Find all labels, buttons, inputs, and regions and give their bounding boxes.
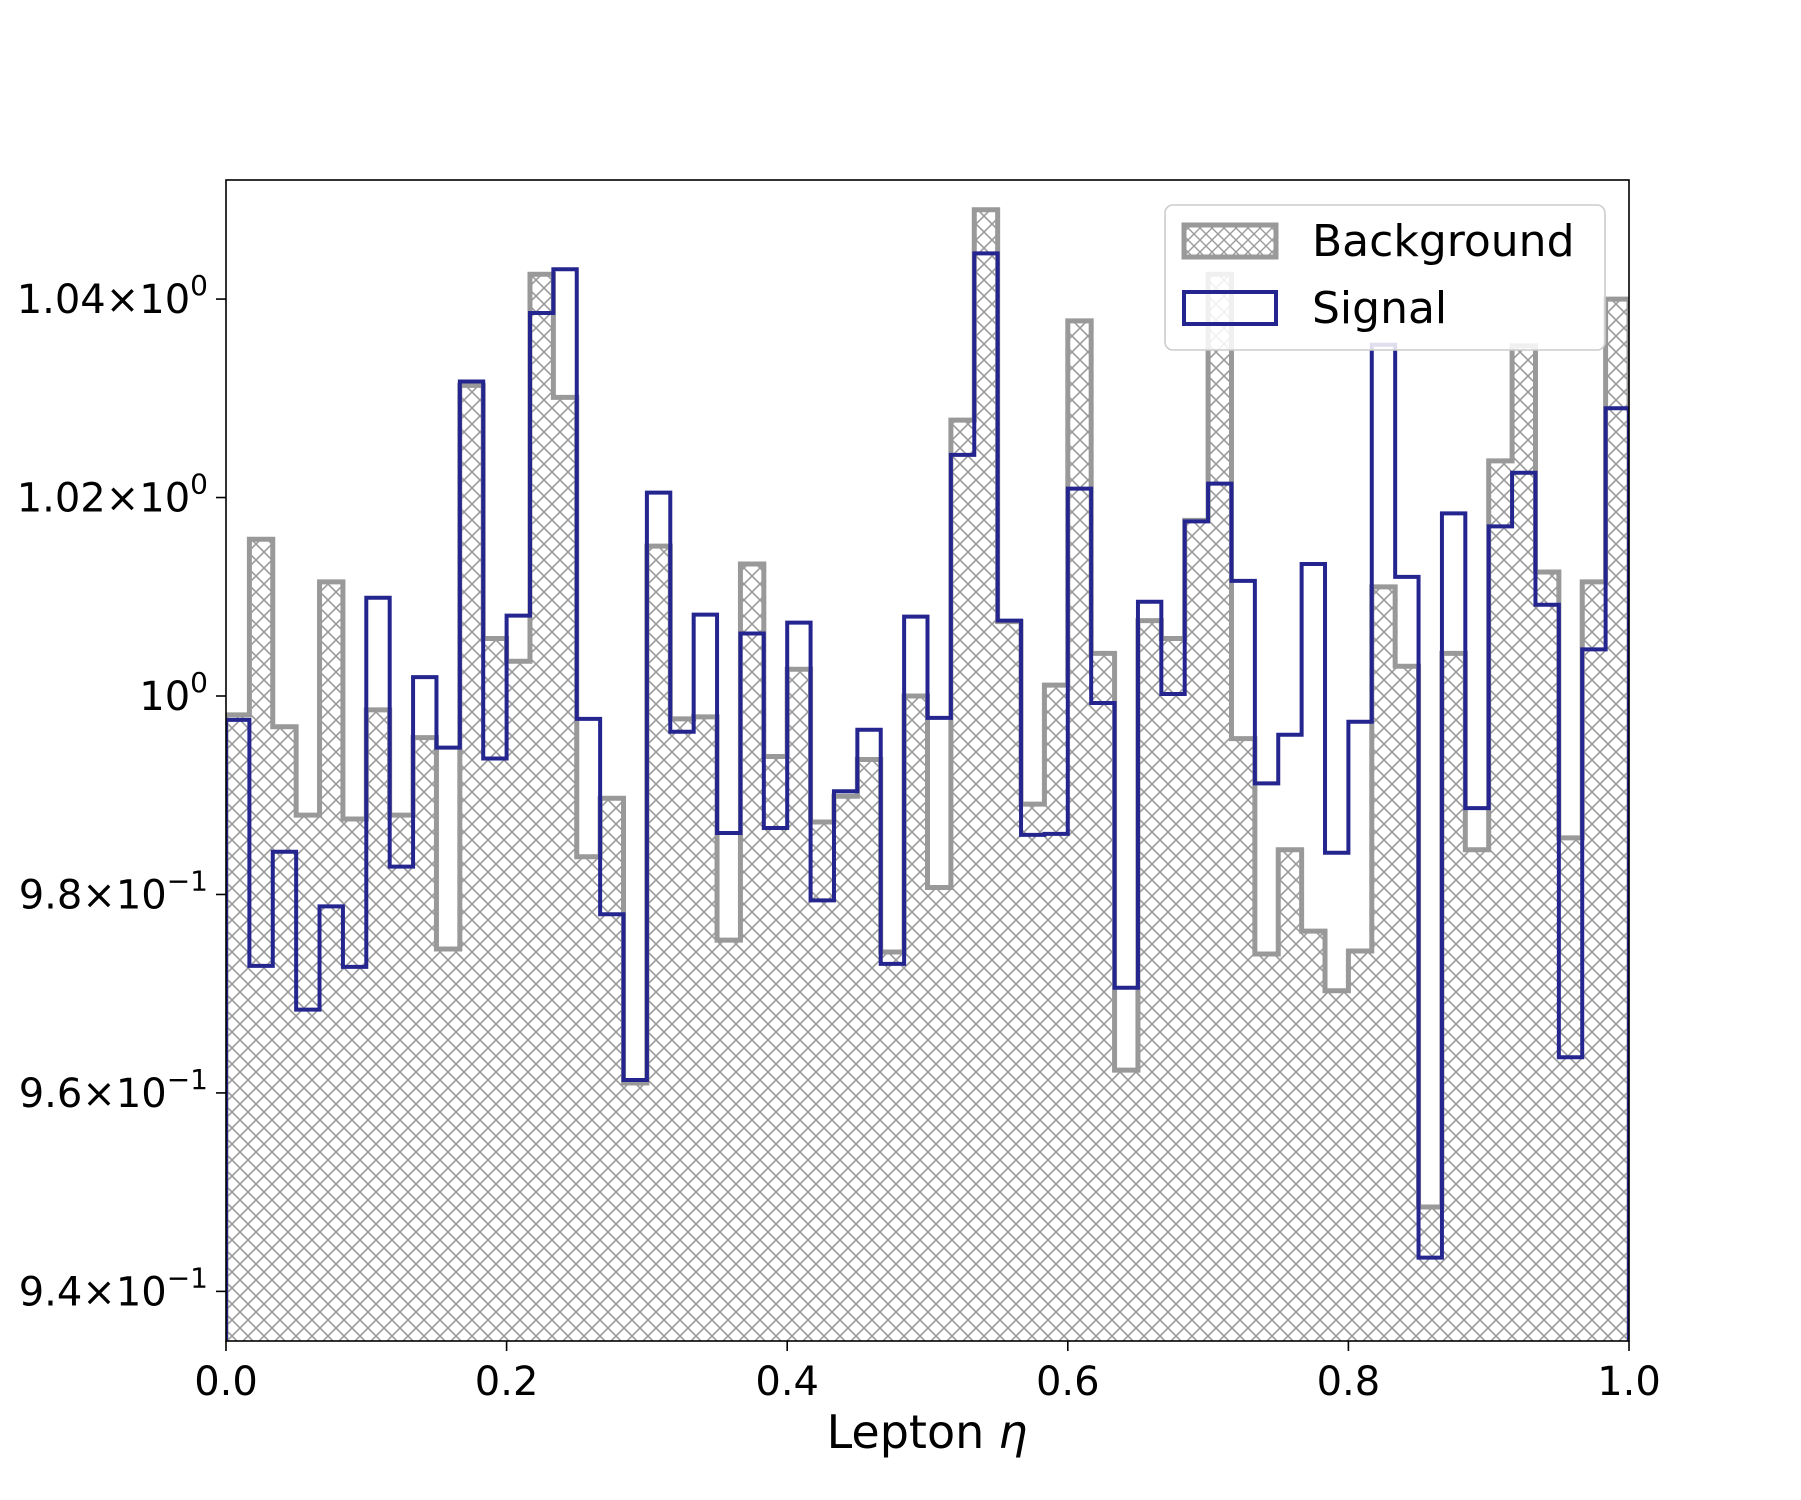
background-bar-54 xyxy=(1488,460,1513,1341)
background-bar-13 xyxy=(529,274,554,1341)
plot-frame xyxy=(225,179,1630,1342)
x-tick-label-0: 0.0 xyxy=(194,1359,258,1405)
background-bar-0 xyxy=(226,714,250,1341)
background-bar-39 xyxy=(1137,620,1162,1341)
legend: Background Signal xyxy=(1164,204,1606,351)
background-bar-7 xyxy=(389,815,414,1341)
background-bar-1 xyxy=(249,539,274,1341)
x-tick-label-4: 0.8 xyxy=(1317,1359,1381,1405)
background-bar-31 xyxy=(950,420,975,1341)
y-tick-label-4: 1.02×100 xyxy=(17,468,208,522)
background-bar-43 xyxy=(1231,738,1256,1341)
background-bar-26 xyxy=(833,796,858,1341)
background-bar-5 xyxy=(342,819,367,1341)
legend-label-background: Background xyxy=(1312,216,1575,267)
background-bar-42 xyxy=(1208,274,1233,1341)
y-tick-label-1: 9.6×10−1 xyxy=(19,1063,208,1117)
background-bar-46 xyxy=(1301,931,1326,1341)
legend-swatch-background xyxy=(1181,222,1279,260)
y-tick-label-2: 9.8×10−1 xyxy=(19,864,208,918)
background-bar-35 xyxy=(1044,685,1069,1341)
background-bar-16 xyxy=(600,798,625,1341)
background-bar-30 xyxy=(927,887,952,1341)
background-bar-52 xyxy=(1441,653,1466,1341)
legend-label-signal: Signal xyxy=(1312,283,1447,334)
background-bar-25 xyxy=(810,822,835,1341)
background-bar-38 xyxy=(1114,1070,1139,1341)
background-bar-8 xyxy=(413,737,438,1341)
background-bar-20 xyxy=(693,716,718,1341)
background-bar-22 xyxy=(740,564,765,1341)
y-tick-label-5: 1.04×100 xyxy=(17,269,208,323)
x-axis-label: Lepton η xyxy=(827,1405,1028,1459)
background-bar-37 xyxy=(1091,653,1116,1341)
background-outline xyxy=(226,207,1629,1341)
background-bar-40 xyxy=(1161,638,1186,1341)
background-bar-6 xyxy=(366,709,391,1341)
background-bar-9 xyxy=(436,949,461,1341)
background-bar-27 xyxy=(857,759,882,1341)
x-axis-label-text: Lepton xyxy=(827,1405,985,1459)
background-bar-32 xyxy=(974,209,999,1341)
background-bar-10 xyxy=(459,385,484,1341)
x-axis-ticks: 0.0 0.2 0.4 0.6 0.8 1.0 xyxy=(194,1341,1661,1405)
background-bar-4 xyxy=(319,581,344,1341)
background-bar-18 xyxy=(646,546,671,1341)
background-bar-55 xyxy=(1512,345,1537,1341)
background-bar-45 xyxy=(1278,849,1303,1341)
background-bar-44 xyxy=(1254,954,1279,1341)
background-bar-28 xyxy=(880,952,905,1341)
background-bar-56 xyxy=(1535,571,1560,1341)
x-tick-label-3: 0.6 xyxy=(1036,1359,1100,1405)
y-tick-label-3: 100 xyxy=(139,666,208,720)
x-tick-label-2: 0.4 xyxy=(755,1359,819,1405)
background-bar-17 xyxy=(623,1083,648,1341)
background-bar-12 xyxy=(506,661,531,1341)
background-bar-59 xyxy=(1605,299,1629,1341)
background-bar-47 xyxy=(1325,990,1349,1341)
signal-line xyxy=(226,251,1629,1341)
legend-swatch-signal xyxy=(1182,290,1278,326)
background-bar-24 xyxy=(787,669,812,1341)
background-bar-23 xyxy=(763,756,788,1341)
background-bar-34 xyxy=(1021,804,1046,1341)
background-bar-14 xyxy=(553,397,578,1341)
x-tick-label-5: 1.0 xyxy=(1597,1359,1661,1405)
y-axis-ticks: 9.4×10−1 9.6×10−1 9.8×10−1 100 1.02×100 1.04×… xyxy=(17,269,226,1315)
background-bar-2 xyxy=(272,726,297,1341)
y-tick-label-0: 9.4×10−1 xyxy=(19,1261,208,1315)
background-bar-50 xyxy=(1395,666,1420,1341)
background-bar-21 xyxy=(717,940,742,1341)
background-bar-36 xyxy=(1067,320,1092,1341)
background-bar-49 xyxy=(1371,586,1396,1341)
background-bar-33 xyxy=(997,621,1022,1341)
background-bars xyxy=(226,209,1629,1341)
background-bar-19 xyxy=(670,718,695,1341)
background-bar-11 xyxy=(483,638,508,1341)
background-bar-48 xyxy=(1348,951,1373,1341)
background-bar-58 xyxy=(1582,581,1607,1341)
background-bar-57 xyxy=(1558,837,1583,1341)
background-bar-41 xyxy=(1184,520,1209,1341)
x-axis-label-symbol: η xyxy=(998,1405,1027,1459)
x-tick-label-1: 0.2 xyxy=(475,1359,539,1405)
background-bar-51 xyxy=(1418,1207,1443,1341)
background-bar-3 xyxy=(296,815,321,1341)
background-bar-53 xyxy=(1465,849,1490,1341)
background-bar-29 xyxy=(904,696,929,1341)
background-bar-15 xyxy=(576,856,601,1341)
plot-area xyxy=(226,207,1629,1341)
